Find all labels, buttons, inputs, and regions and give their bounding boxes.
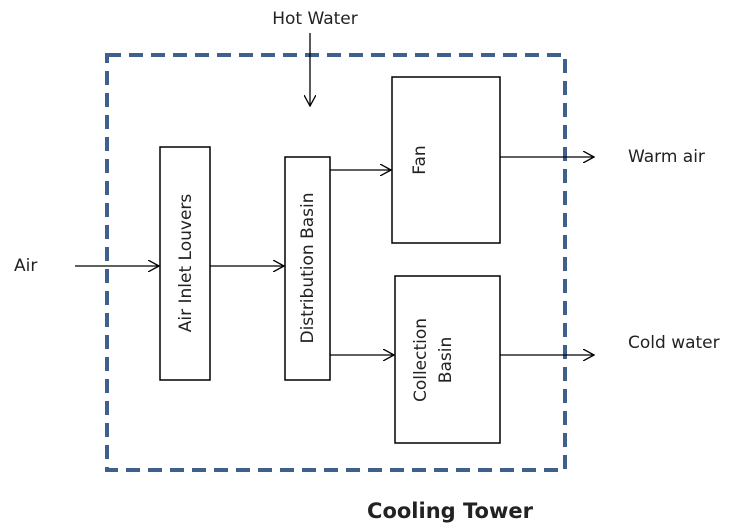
fan-label: Fan: [410, 145, 430, 174]
distribution-box: [284, 156, 331, 381]
fan-box: [391, 76, 501, 244]
louvers-label: Air Inlet Louvers: [176, 194, 196, 333]
louvers-box: [159, 146, 211, 381]
hot-water-label: Hot Water: [272, 9, 358, 29]
collection-box: [394, 275, 501, 444]
air-label: Air: [14, 256, 37, 276]
diagram-title: Cooling Tower: [367, 499, 534, 523]
tower-boundary: [105, 53, 567, 472]
collection-label: Basin: [436, 337, 456, 383]
warm-air-label: Warm air: [628, 147, 705, 167]
cold-water-label: Cold water: [628, 333, 720, 353]
distribution-label: Distribution Basin: [298, 192, 318, 343]
collection-label: Collection: [411, 318, 431, 402]
